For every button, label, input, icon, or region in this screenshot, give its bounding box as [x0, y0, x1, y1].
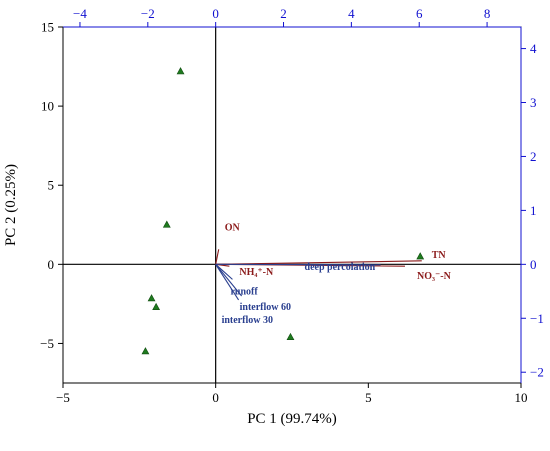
- loading-label: interflow 30: [222, 315, 273, 326]
- score-triangle: [177, 68, 184, 74]
- top-tick-label: 2: [280, 6, 287, 21]
- loading-label: deep percolation: [305, 262, 376, 273]
- score-triangle: [163, 221, 170, 227]
- x-tick-label: 0: [212, 390, 219, 405]
- y-tick-label: 5: [48, 178, 55, 193]
- right-tick-label: 3: [530, 95, 537, 110]
- right-tick-label: 4: [530, 41, 537, 56]
- plot-frame: [63, 27, 521, 383]
- x-tick-label: 10: [515, 390, 528, 405]
- score-triangle: [153, 303, 160, 309]
- y-tick-label: 10: [41, 99, 54, 114]
- loading-label: NH₄⁺-N: [239, 267, 274, 278]
- tick-labels: −5 0 5 10 −5 0 5 10 15 −4 −2 0 2 4 6 8 −2 −1 0 1 2 3 4: [40, 6, 544, 405]
- top-tick-label: −4: [73, 6, 87, 21]
- right-tick-label: 0: [530, 257, 537, 272]
- score-triangle: [142, 348, 149, 354]
- loading-label: TN: [432, 250, 447, 261]
- right-tick-label: −1: [530, 311, 544, 326]
- right-tick-label: 2: [530, 149, 537, 164]
- score-triangle: [287, 334, 294, 340]
- score-triangle: [148, 295, 155, 301]
- zero-lines: [63, 27, 521, 383]
- top-tick-label: −2: [141, 6, 155, 21]
- x-axis-title: PC 1 (99.74%): [247, 411, 337, 427]
- loading-label: interflow 60: [240, 302, 291, 313]
- y-tick-label: 15: [41, 20, 54, 35]
- y-tick-label: 0: [48, 257, 55, 272]
- loading-label: ON: [225, 222, 241, 233]
- loading-labels: TN NO₃⁻-N ON NH₄⁺-N deep percolation runoff in…: [222, 222, 452, 326]
- top-tick-label: 6: [416, 6, 423, 21]
- x-tick-label: −5: [56, 390, 70, 405]
- loading-label: NO₃⁻-N: [417, 271, 452, 282]
- y-tick-label: −5: [40, 336, 54, 351]
- tick-marks: [58, 22, 526, 388]
- score-triangle: [417, 253, 424, 259]
- x-tick-label: 5: [365, 390, 372, 405]
- top-tick-label: 8: [484, 6, 491, 21]
- top-tick-label: 4: [348, 6, 355, 21]
- loading-label: runoff: [230, 286, 258, 297]
- y-axis-title: PC 2 (0.25%): [3, 164, 19, 246]
- top-tick-label: 0: [212, 6, 219, 21]
- right-tick-label: −2: [530, 365, 544, 380]
- right-tick-label: 1: [530, 203, 537, 218]
